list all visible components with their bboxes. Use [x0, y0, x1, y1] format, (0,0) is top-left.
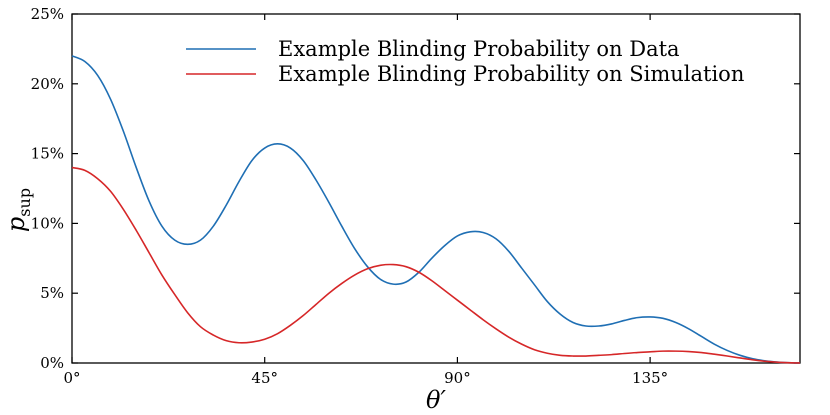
y-axis-title-main: p [2, 217, 30, 232]
y-tick-label-1: 5% [40, 284, 64, 302]
legend-label-data: Example Blinding Probability on Data [278, 37, 680, 61]
x-tick-label-0: 0° [63, 369, 80, 387]
series-line-data [71, 55, 801, 364]
series-group [71, 55, 801, 364]
y-tick-label-0: 0% [40, 354, 64, 372]
y-tick-label-3: 15% [31, 145, 64, 163]
series-line-simulation [71, 166, 801, 364]
y-axis-title: psup [2, 188, 34, 232]
plot-frame [71, 13, 801, 364]
x-axis-title: θ′ [426, 386, 446, 414]
y-axis-title-subscript: sup [15, 188, 34, 217]
x-tick-label-1: 45° [251, 369, 278, 387]
x-tick-label-2: 90° [444, 369, 471, 387]
tick-labels-group: 0° 45° 90° 135° 0% 5% 10% 15% 20% 25% [31, 5, 669, 387]
y-tick-label-5: 25% [31, 5, 64, 23]
svg-text:psup: psup [2, 188, 34, 232]
x-tick-label-3: 135° [632, 369, 668, 387]
y-tick-label-2: 10% [31, 214, 64, 232]
legend: Example Blinding Probability on Data Exa… [186, 37, 744, 86]
y-tick-label-4: 20% [31, 75, 64, 93]
legend-label-simulation: Example Blinding Probability on Simulati… [278, 62, 744, 86]
